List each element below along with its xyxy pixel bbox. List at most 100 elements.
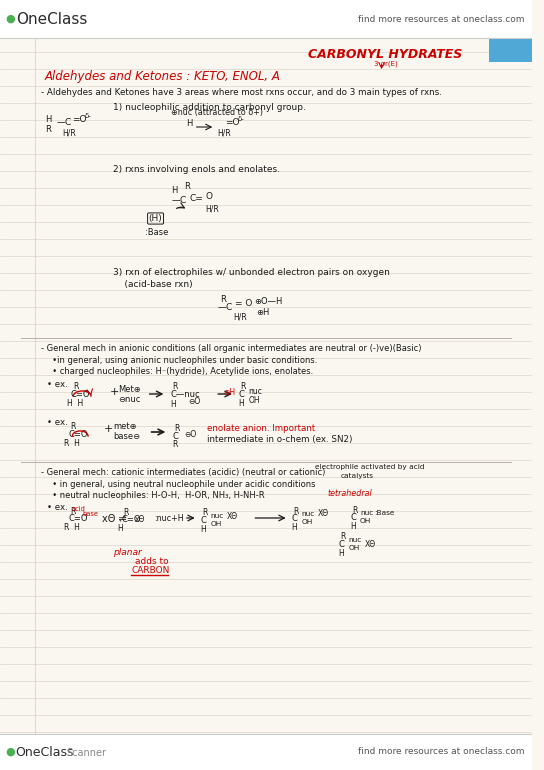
Text: - General mech: cationic intermediates (acidic) (neutral or cationic): - General mech: cationic intermediates (… [41, 468, 325, 477]
Text: :Base: :Base [145, 228, 168, 237]
Text: C=O: C=O [121, 515, 141, 524]
Text: • ex.: • ex. [47, 418, 67, 427]
Text: OH: OH [301, 519, 313, 525]
Text: planar: planar [114, 548, 142, 557]
Text: base⊖: base⊖ [114, 432, 140, 441]
Text: R: R [341, 532, 346, 541]
Text: xΘ: xΘ [135, 515, 145, 524]
Text: —C: —C [57, 118, 72, 127]
Text: R: R [202, 508, 208, 517]
Text: C—nuc: C—nuc [170, 390, 200, 399]
Text: R: R [70, 422, 76, 431]
Text: ●: ● [6, 14, 16, 24]
Text: find more resources at oneclass.com: find more resources at oneclass.com [358, 748, 524, 756]
Text: δ-: δ- [238, 116, 244, 122]
Text: ●: ● [6, 747, 16, 757]
Text: H: H [45, 115, 51, 124]
Text: R: R [73, 382, 79, 391]
Text: =O: =O [225, 118, 239, 127]
Text: OH: OH [360, 518, 371, 524]
Text: δ-: δ- [85, 113, 92, 119]
Text: Met⊕: Met⊕ [119, 385, 141, 394]
Text: = O: = O [235, 299, 252, 308]
Text: - Aldehydes and Ketones have 3 areas where most rxns occur, and do 3 main types : - Aldehydes and Ketones have 3 areas whe… [41, 88, 442, 97]
Text: —C: —C [171, 196, 187, 205]
Text: (H): (H) [149, 214, 163, 223]
Text: R: R [240, 382, 246, 391]
Text: ⊖O: ⊖O [188, 397, 200, 406]
Text: nuc: nuc [249, 387, 262, 396]
Text: —C: —C [217, 303, 232, 312]
Text: OH: OH [348, 545, 360, 551]
Text: C: C [239, 390, 245, 399]
Text: • in general, using neutral nucleophile under acidic conditions: • in general, using neutral nucleophile … [47, 480, 316, 489]
Text: met⊕: met⊕ [114, 422, 137, 431]
Text: :Base: :Base [374, 510, 394, 516]
Text: OneClass: OneClass [16, 745, 74, 758]
Text: C: C [350, 513, 356, 522]
Text: nuc: nuc [211, 513, 224, 519]
Text: acid: acid [71, 506, 85, 512]
Text: xΘ ⇌: xΘ ⇌ [102, 514, 126, 524]
Text: +: + [104, 424, 113, 434]
Bar [0, 0, 532, 38]
Text: Aldehydes and Ketones : KETO, ENOL, A: Aldehydes and Ketones : KETO, ENOL, A [45, 70, 281, 83]
Text: •in general, using anionic nucleophiles under basic conditions.: •in general, using anionic nucleophiles … [47, 356, 317, 365]
Text: C=: C= [190, 194, 203, 203]
Text: tetrahedral: tetrahedral [327, 489, 373, 498]
Text: =O: =O [72, 115, 87, 124]
Text: H/R: H/R [63, 128, 76, 137]
Text: C: C [172, 432, 178, 441]
Text: nuc: nuc [301, 511, 314, 517]
Text: ⊖O: ⊖O [184, 430, 196, 439]
Text: R: R [220, 295, 226, 304]
Text: ⊕H: ⊕H [256, 308, 270, 317]
Text: C: C [201, 516, 206, 525]
Text: ⊕nuc (attracted to δ+): ⊕nuc (attracted to δ+) [171, 108, 263, 117]
Text: R  H: R H [64, 439, 79, 448]
Text: C=O: C=O [69, 514, 88, 523]
Text: XΘ: XΘ [227, 512, 238, 521]
Text: XΘ: XΘ [365, 540, 376, 549]
Text: H: H [350, 522, 356, 531]
Text: adds to: adds to [135, 557, 169, 566]
Text: • charged nucleophiles: H⁻(hydride), Acetylide ions, enolates.: • charged nucleophiles: H⁻(hydride), Ace… [47, 367, 313, 376]
Bar [0, 734, 532, 770]
Text: R: R [293, 507, 299, 516]
Text: OH: OH [211, 521, 221, 527]
Text: C: C [338, 540, 344, 549]
Text: nuc: nuc [360, 510, 373, 516]
Text: catalysts: catalysts [341, 473, 373, 479]
Text: - General mech in anionic conditions (all organic intermediates are neutral or (: - General mech in anionic conditions (al… [41, 344, 422, 353]
Text: • ex.: • ex. [47, 380, 67, 389]
Text: 3 or(E): 3 or(E) [374, 60, 398, 66]
Text: intermediate in o-chem (ex. SN2): intermediate in o-chem (ex. SN2) [207, 435, 353, 444]
Text: electrophile activated by acid: electrophile activated by acid [315, 464, 424, 470]
Text: C: C [292, 514, 298, 523]
Text: (acid-base rxn): (acid-base rxn) [113, 280, 192, 289]
Bar [489, 0, 532, 62]
Text: H: H [292, 523, 297, 532]
Text: base: base [82, 511, 98, 517]
Text: R: R [184, 182, 190, 191]
Text: H  H: H H [66, 399, 83, 408]
Text: ⊕H: ⊕H [223, 388, 235, 397]
Text: C=O: C=O [70, 390, 90, 399]
Text: nuc: nuc [348, 537, 362, 543]
Text: R: R [172, 382, 177, 391]
Text: H: H [186, 119, 192, 128]
Text: • ex.: • ex. [47, 503, 67, 512]
Text: H/R: H/R [233, 312, 246, 321]
Text: R  H: R H [64, 523, 79, 532]
Text: OneClass: OneClass [16, 12, 87, 26]
Text: R: R [123, 508, 128, 517]
Text: H: H [118, 524, 123, 533]
Text: ⊖nuc: ⊖nuc [119, 395, 141, 404]
Text: R: R [352, 506, 357, 515]
Text: R: R [174, 424, 180, 433]
Text: H: H [201, 525, 206, 534]
Text: R: R [45, 125, 51, 134]
Text: R: R [172, 440, 177, 449]
Text: ⊕O—H: ⊕O—H [255, 297, 283, 306]
Text: H: H [239, 399, 244, 408]
